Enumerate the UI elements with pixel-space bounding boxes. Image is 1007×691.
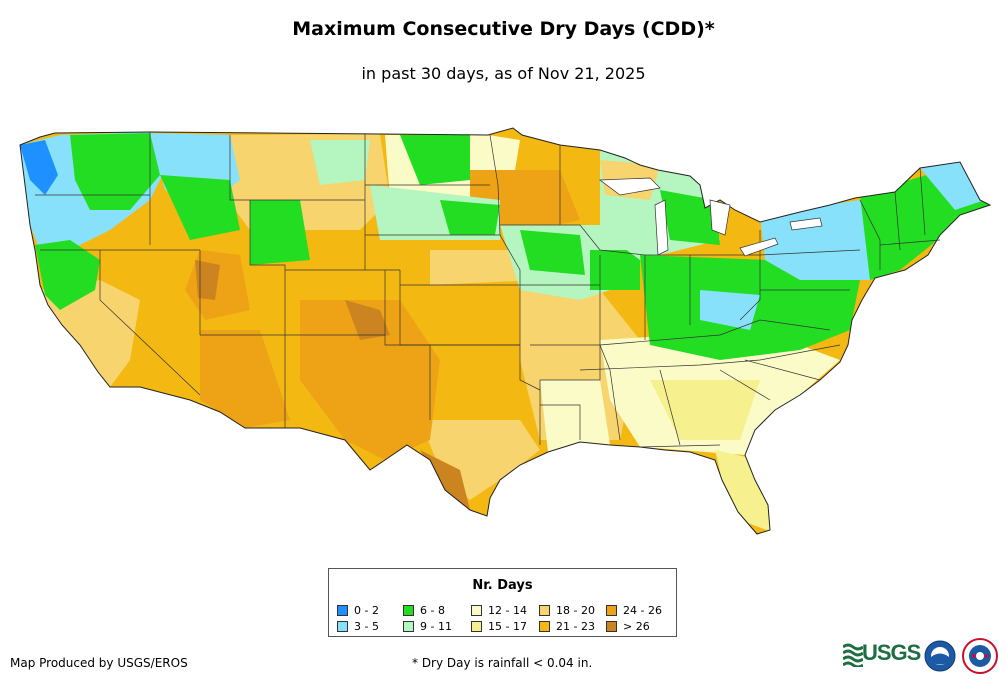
legend-item: 12 - 14 [471,604,527,617]
lake-superior [599,177,661,196]
legend-label: 15 - 17 [488,620,527,633]
zone-24-26-az [200,330,290,428]
legend-item: 15 - 17 [471,620,527,633]
zone-12-14-la [540,380,610,452]
usgs-logo-icon [843,643,863,667]
legend-item: 6 - 8 [403,604,445,617]
border-ma [879,239,941,246]
legend-item: 24 - 26 [606,604,662,617]
legend-swatch [471,605,482,616]
border-mn-ia-mo-west [489,134,521,345]
zone-6-8-ia [520,230,585,275]
lake-erie [739,237,779,257]
legend-swatch [471,621,482,632]
legend-label: 18 - 20 [556,604,595,617]
lake-huron [709,199,731,236]
legend-label: 6 - 8 [420,604,445,617]
legend-title: Nr. Days [472,578,533,593]
zone-15-17-ga [650,380,760,440]
legend-swatch [539,621,550,632]
zone-6-8-wa [70,133,160,210]
legend-item: 21 - 23 [539,620,595,633]
zone-3-5-ny-pa [760,200,880,280]
map-credit: Map Produced by USGS/EROS [10,656,188,670]
border-oh-pa [739,230,761,321]
legend-label: 12 - 14 [488,604,527,617]
zone-15-17-fl [715,450,772,532]
usgs-wordmark: USGS [862,640,921,665]
border-ga-sc [719,369,771,401]
legend-label: 3 - 5 [354,620,379,633]
legend-label: 0 - 2 [354,604,379,617]
legend-item: 3 - 5 [337,620,379,633]
legend-swatch [403,605,414,616]
legend-label: 24 - 26 [623,604,662,617]
legend-item: 18 - 20 [539,604,595,617]
map-subtitle: in past 30 days, as of Nov 21, 2025 [361,64,646,83]
zone-6-8-wy [250,200,310,265]
legend-item: 9 - 11 [403,620,452,633]
border-ok-tx [430,344,541,391]
legend-item: > 26 [606,620,650,633]
border-nc-sc [744,359,821,381]
legend-item: 0 - 2 [337,604,379,617]
border-al-ga [659,369,681,446]
state-borders [35,132,941,448]
zone-3-5-wv [700,290,760,330]
zone-6-8-sd [440,200,500,235]
zone-6-8-il [590,250,640,290]
border-ar [530,344,601,381]
zone-6-8-id [160,175,240,240]
legend-swatch [606,621,617,632]
footnote: * Dry Day is rainfall < 0.04 in. [412,656,593,670]
border-nh-me [919,167,926,236]
legend-swatch [539,605,550,616]
border-ca-nv [99,250,201,396]
map-title: Maximum Consecutive Dry Days (CDD)* [292,18,715,40]
noaa-logo-icon [924,640,956,672]
border-ny-vt [859,199,881,270]
legend-label: > 26 [623,620,650,633]
zone-6-8-nd [400,135,470,185]
zone-6-8-ncal [35,240,100,310]
nws-logo-icon [962,638,998,674]
border-vt-nh [894,191,901,251]
border-tn-south [579,344,841,371]
border-la-ms [540,404,581,440]
border-mn-ia-north [500,224,646,256]
lake-michigan [654,199,669,256]
lake-ontario [789,217,823,231]
zone-24-26-nm [300,300,440,460]
cdd-fill-layer [20,128,990,534]
zone-0-2-wa [20,140,58,195]
zone-26plus-co [345,300,390,340]
legend-swatch [337,621,348,632]
border-id-wy-ut [249,200,286,270]
great-lakes [599,177,823,257]
legend: Nr. Days 0 - 2 3 - 5 6 - 8 9 - 11 12 - 1… [328,568,677,637]
border-ky-tn [599,319,831,346]
legend-swatch [337,605,348,616]
border-fl-north [639,444,721,448]
zone-9-11-mt [310,140,370,185]
zone-26plus-ut [195,260,220,300]
legend-swatch [606,605,617,616]
legend-label: 9 - 11 [420,620,452,633]
border-id-mt [229,135,250,201]
border-ms-al [609,369,621,441]
legend-swatch [403,621,414,632]
border-pa-ny [759,249,861,256]
legend-label: 21 - 23 [556,620,595,633]
